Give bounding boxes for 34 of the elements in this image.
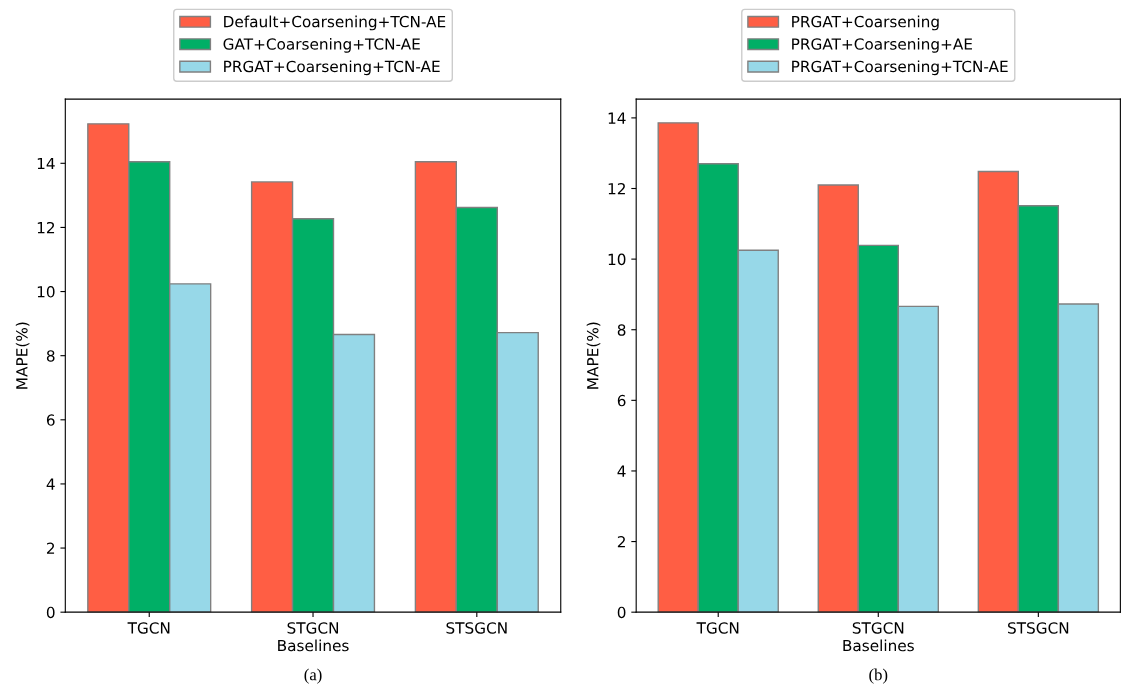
y-tick-label: 6 [617,394,626,407]
x-tick-label: STGCN [287,622,339,634]
legend-label: GAT+Coarsening+TCN-AE [223,37,420,53]
y-tick-label: 0 [617,606,626,619]
y-tick-label: 2 [617,536,625,548]
legend-label: PRGAT+Coarsening+TCN-AE [792,60,1008,76]
legend-label: PRGAT+Coarsening+TCN-AE [224,60,440,76]
text: (b) [869,668,888,684]
legend-label: PRGAT+Coarsening [792,15,939,31]
y-tick-label: 10 [608,253,626,266]
y-tick-label: 4 [46,478,55,490]
legend-label: Default+Coarsening+TCN-AE [224,15,446,31]
legend-label: PRGAT+Coarsening+AE [792,37,972,53]
x-axis-title: Baselines [843,639,914,652]
y-tick-label: 8 [617,324,626,336]
y-tick-label: 10 [37,286,55,298]
y-axis-title: MAPE(%) [586,322,601,389]
x-tick-label: TGCN [696,622,739,634]
y-tick-label: 14 [37,157,55,170]
x-tick-label: STGCN [852,622,904,634]
x-axis-title: Baselines [278,639,349,652]
text: (a) [304,668,322,684]
y-tick-label: 2 [46,542,55,554]
x-tick-label: STSGCN [446,622,507,634]
y-tick-label: 12 [608,182,625,195]
y-tick-label: 14 [608,112,626,124]
y-axis-title: MAPE(%) [15,322,30,389]
y-tick-label: 0 [46,606,55,619]
y-tick-label: 8 [46,350,55,362]
y-tick-label: 4 [617,465,626,477]
x-tick-label: TGCN [127,622,170,634]
y-tick-label: 6 [46,414,55,426]
y-tick-label: 12 [37,221,55,234]
x-tick-label: STSGCN [1008,622,1069,634]
